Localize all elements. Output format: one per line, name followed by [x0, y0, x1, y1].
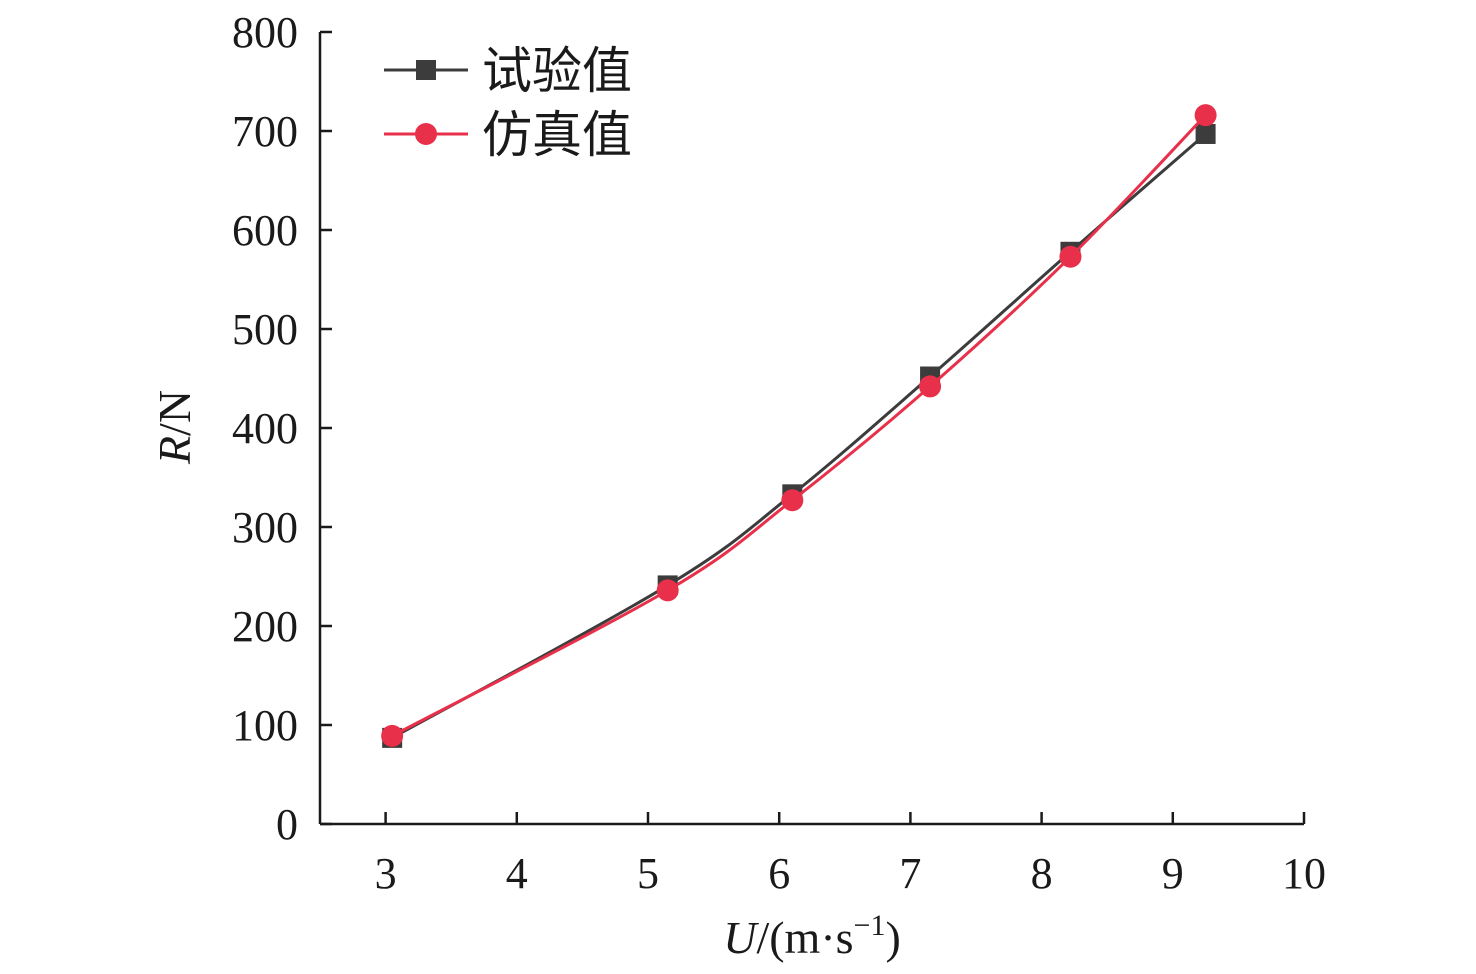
- x-tick-label: 10: [1282, 849, 1326, 898]
- y-tick-label: 100: [232, 701, 298, 750]
- y-tick-label: 500: [232, 305, 298, 354]
- y-axis-title: R/N: [149, 390, 200, 465]
- y-tick-label: 300: [232, 503, 298, 552]
- x-tick-label: 3: [375, 849, 397, 898]
- x-tick-label: 8: [1031, 849, 1053, 898]
- legend-marker-square: [416, 60, 436, 80]
- legend-label-1: 试验值: [482, 43, 632, 99]
- x-axis-title: U/(m·s−1): [723, 909, 901, 963]
- data-point-circle: [919, 375, 942, 398]
- data-point-circle: [656, 579, 679, 602]
- y-tick-label: 200: [232, 602, 298, 651]
- x-tick-label: 6: [768, 849, 790, 898]
- y-tick-label: 400: [232, 404, 298, 453]
- x-tick-label: 9: [1162, 849, 1184, 898]
- x-tick-label: 7: [899, 849, 921, 898]
- data-point-circle: [1194, 104, 1217, 127]
- legend-marker-circle: [415, 123, 437, 145]
- data-point-circle: [781, 489, 804, 512]
- data-point-square: [1195, 123, 1216, 144]
- x-tick-label: 4: [506, 849, 528, 898]
- data-point-circle: [1059, 245, 1082, 268]
- x-axis-title-close: ): [885, 912, 900, 963]
- x-axis-title-unit: /(m·s: [756, 912, 853, 963]
- y-axis-title-unit: /N: [149, 390, 200, 436]
- series-layer: [381, 104, 1217, 748]
- y-tick-label: 600: [232, 206, 298, 255]
- x-axis-title-exponent: −1: [854, 909, 886, 942]
- data-point-circle: [381, 724, 404, 747]
- y-axis-title-var: R: [149, 436, 200, 465]
- axes: 0 100 200 300 400 500 600 700 800 3 4 5 6 7 8 9 10: [232, 8, 1326, 898]
- series-line-2: [391, 114, 1207, 738]
- y-tick-label: 800: [232, 8, 298, 57]
- x-axis-title-var: U: [723, 912, 759, 963]
- y-tick-label: 700: [232, 107, 298, 156]
- series-line-1: [391, 132, 1207, 740]
- x-tick-label: 5: [637, 849, 659, 898]
- legend-label-2: 仿真值: [482, 107, 632, 163]
- y-tick-label: 0: [276, 800, 298, 849]
